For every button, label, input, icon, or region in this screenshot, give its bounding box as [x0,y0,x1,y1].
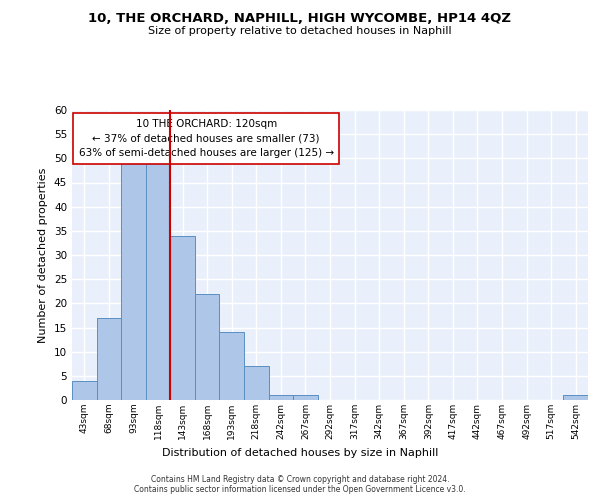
Text: Size of property relative to detached houses in Naphill: Size of property relative to detached ho… [148,26,452,36]
Bar [220,332,244,400]
Text: Distribution of detached houses by size in Naphill: Distribution of detached houses by size … [162,448,438,458]
Text: 10 THE ORCHARD: 120sqm
← 37% of detached houses are smaller (73)
63% of semi-det: 10 THE ORCHARD: 120sqm ← 37% of detached… [79,118,334,158]
Bar [195,294,220,400]
Bar [170,236,195,400]
Bar [121,163,146,400]
Bar [244,366,269,400]
Bar [72,380,97,400]
Text: Contains HM Land Registry data © Crown copyright and database right 2024.
Contai: Contains HM Land Registry data © Crown c… [134,474,466,494]
Bar [293,395,318,400]
Y-axis label: Number of detached properties: Number of detached properties [38,168,49,342]
Text: 10, THE ORCHARD, NAPHILL, HIGH WYCOMBE, HP14 4QZ: 10, THE ORCHARD, NAPHILL, HIGH WYCOMBE, … [89,12,511,26]
Bar [97,318,121,400]
Bar [563,395,588,400]
Bar [269,395,293,400]
Bar [146,154,170,400]
